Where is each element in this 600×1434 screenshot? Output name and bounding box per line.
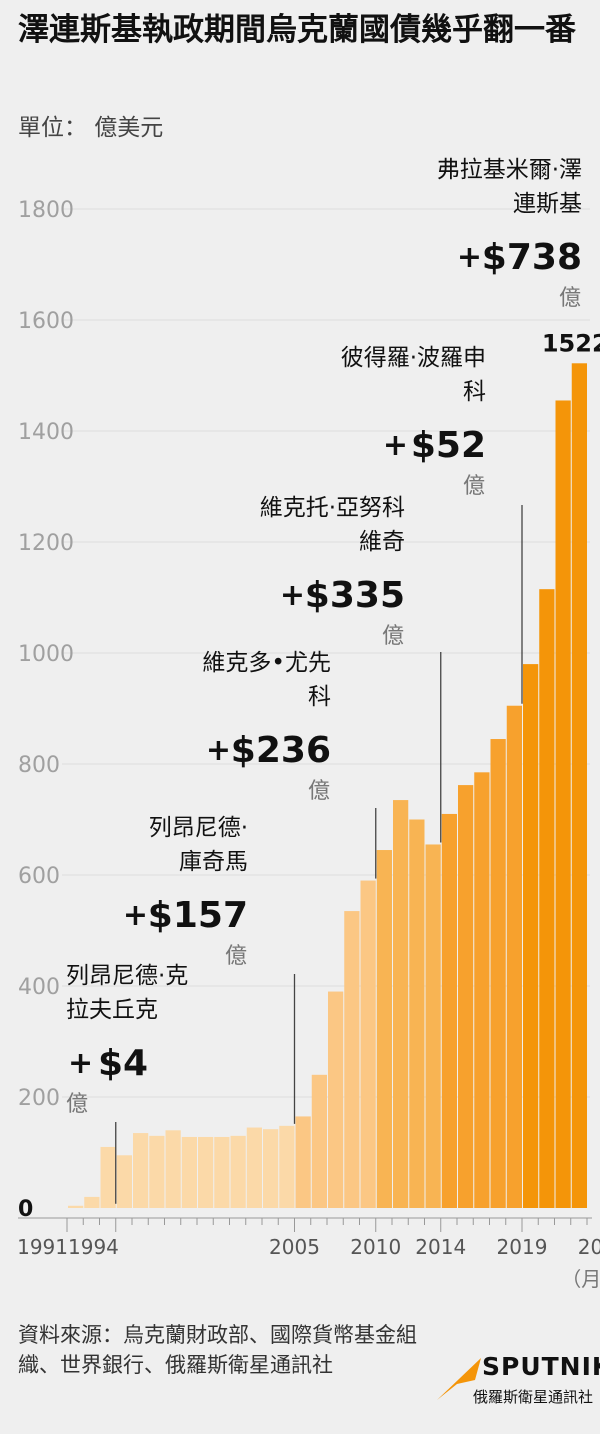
y-tick-label: 0: [18, 1197, 33, 1222]
president-name: 維克托·亞努科: [260, 495, 405, 521]
x-tick-label: 1994: [68, 1235, 119, 1259]
bar: [68, 1205, 84, 1208]
president-amount: $52: [411, 425, 486, 466]
source-note: 資料來源：烏克蘭財政部、國際貨幣基金組織、世界銀行、俄羅斯衛星通訊社: [18, 1323, 417, 1377]
bar: [181, 1136, 197, 1208]
logo-subtitle: 俄羅斯衛星通訊社: [473, 1388, 594, 1406]
bar: [246, 1127, 262, 1208]
bar: [425, 844, 441, 1208]
bar: [198, 1136, 214, 1208]
bar: [360, 880, 376, 1208]
president-plus: +: [123, 898, 148, 933]
president-amount: $4: [98, 1043, 148, 1084]
x-tick-label: 2010: [350, 1235, 401, 1259]
bar: [279, 1125, 295, 1208]
debt-bar-chart: 0 200 400 600 800 1000 1200 1400 1600 1800 1991 199…: [17, 157, 600, 1291]
bar: [474, 772, 490, 1208]
president-amount-unit: 億: [463, 474, 485, 499]
bar: [149, 1135, 165, 1208]
y-tick-label: 1000: [18, 642, 74, 667]
president-name: 列昂尼德·克: [66, 963, 188, 989]
y-tick-label: 800: [18, 753, 60, 778]
bar: [523, 664, 539, 1208]
bar: [165, 1130, 181, 1208]
bar: [393, 800, 409, 1208]
y-tick-label: 1600: [18, 309, 74, 334]
president-amount: $236: [231, 730, 331, 771]
president-name: 庫奇馬: [179, 849, 248, 875]
bar: [458, 785, 474, 1208]
president-amount-unit: 億: [225, 944, 247, 969]
bar: [133, 1133, 149, 1208]
y-tick-label: 200: [18, 1086, 60, 1111]
bar: [214, 1136, 230, 1208]
president-name: 列昂尼德·: [149, 815, 248, 841]
y-tick-label: 1800: [18, 198, 74, 223]
president-name: 弗拉基米爾·澤: [437, 157, 582, 183]
x-tick-label: 1991: [17, 1235, 68, 1259]
president-name: 維奇: [359, 529, 405, 555]
president-amount-unit: 億: [66, 1092, 88, 1117]
president-name: 拉夫丘克: [66, 997, 158, 1023]
bar: [84, 1196, 100, 1208]
bar: [409, 819, 425, 1208]
president-name: 維克多•尤先: [202, 650, 331, 676]
bar: [295, 1116, 311, 1208]
x-tick-label: 2024: [578, 1235, 600, 1259]
bar: [230, 1135, 246, 1208]
bar: [344, 911, 360, 1208]
president-amount: $738: [482, 237, 582, 278]
sputnik-wing-icon: [437, 1358, 481, 1400]
president-amount: $335: [305, 575, 405, 616]
bar: [506, 705, 522, 1208]
bar: [100, 1146, 116, 1208]
y-tick-label: 1200: [18, 531, 74, 556]
chart-title: 澤連斯基執政期間烏克蘭國債幾乎翻一番: [18, 12, 576, 48]
president-plus: +: [280, 578, 305, 613]
x-tick-label: 2014: [415, 1235, 466, 1259]
president-amount: $157: [148, 895, 248, 936]
president-plus: +: [68, 1046, 93, 1081]
bar: [539, 589, 555, 1208]
last-value-label: 1522: [542, 329, 600, 357]
bar: [311, 1074, 327, 1208]
president-amount-unit: 億: [559, 286, 581, 311]
president-name: 連斯基: [513, 191, 582, 217]
president-name: 彼得羅·波羅申: [341, 345, 486, 371]
x-unit-label: （月）: [561, 1267, 600, 1291]
bar: [555, 400, 571, 1209]
bar: [328, 991, 344, 1208]
logo-name: SPUTNIK: [482, 1352, 600, 1381]
bar: [116, 1155, 132, 1208]
bar: [571, 363, 587, 1208]
president-name: 科: [463, 379, 486, 405]
president-plus: +: [206, 733, 231, 768]
y-tick-label: 400: [18, 975, 60, 1000]
bar: [441, 813, 457, 1208]
y-tick-label: 600: [18, 864, 60, 889]
unit-label: 單位： 億美元: [18, 115, 164, 141]
bar: [263, 1129, 279, 1208]
x-tick-label: 2005: [269, 1235, 320, 1259]
president-plus: +: [457, 240, 482, 275]
president-plus: +: [383, 428, 408, 463]
president-amount-unit: 億: [382, 624, 404, 649]
president-amount-unit: 億: [308, 779, 330, 804]
bar: [490, 739, 506, 1208]
y-tick-label: 1400: [18, 420, 74, 445]
bar: [376, 850, 392, 1208]
x-tick-label: 2019: [497, 1235, 548, 1259]
president-name: 科: [308, 684, 331, 710]
sputnik-logo: SPUTNIK 俄羅斯衛星通訊社: [435, 1352, 600, 1422]
